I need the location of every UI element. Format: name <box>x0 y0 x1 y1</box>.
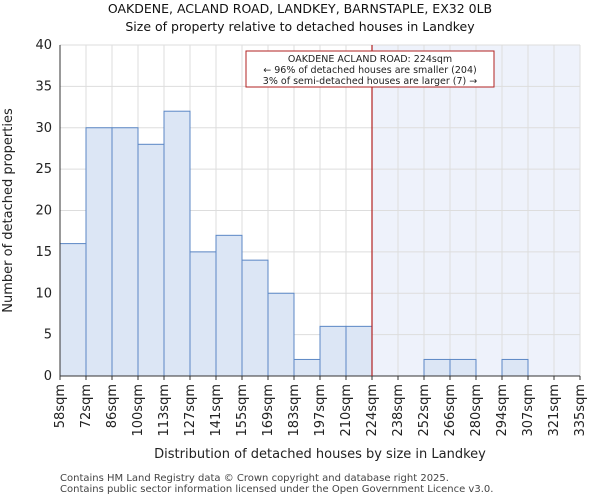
x-tick-label: 100sqm <box>131 384 146 437</box>
x-tick-label: 127sqm <box>183 384 198 437</box>
x-tick-label: 86sqm <box>105 384 120 428</box>
histogram-bar <box>163 110 191 377</box>
histogram-bar <box>241 259 269 377</box>
histogram-bar <box>189 251 217 377</box>
x-tick-label: 252sqm <box>417 384 432 437</box>
x-tick-label: 141sqm <box>209 384 224 437</box>
x-tick-label: 294sqm <box>495 384 510 437</box>
annotation-larger: 3% of semi-detached houses are larger (7… <box>263 76 477 87</box>
x-tick-label: 113sqm <box>157 384 172 437</box>
x-tick-label: 238sqm <box>391 384 406 437</box>
y-tick-label: 35 <box>35 79 52 94</box>
histogram-bar <box>85 127 113 377</box>
histogram-bar <box>423 358 451 377</box>
annotation-box <box>245 50 495 88</box>
y-tick-label: 30 <box>35 121 52 136</box>
footer-licence: Contains public sector information licen… <box>60 484 494 495</box>
histogram-bar <box>501 358 529 377</box>
x-tick-label: 58sqm <box>53 384 68 428</box>
footer-copyright: Contains HM Land Registry data © Crown c… <box>60 473 449 484</box>
histogram-bar <box>345 325 373 377</box>
x-tick-label: 335sqm <box>573 384 588 437</box>
histogram-bar <box>215 234 243 377</box>
x-tick-label: 169sqm <box>261 384 276 437</box>
x-tick-label: 72sqm <box>79 384 94 428</box>
y-tick-label: 15 <box>35 245 52 260</box>
x-tick-label: 197sqm <box>313 384 328 437</box>
y-tick-label: 5 <box>44 328 52 343</box>
x-tick-label: 307sqm <box>521 384 536 437</box>
chart-title-address: OAKDENE, ACLAND ROAD, LANDKEY, BARNSTAPL… <box>107 1 493 16</box>
x-tick-label: 266sqm <box>443 384 458 437</box>
x-tick-label: 183sqm <box>287 384 302 437</box>
y-tick-label: 0 <box>44 369 52 384</box>
x-tick-label: 210sqm <box>339 384 354 437</box>
y-tick-label: 20 <box>35 204 52 219</box>
x-tick-label: 224sqm <box>365 384 380 437</box>
histogram-bar <box>59 243 87 377</box>
histogram-bar <box>449 358 477 377</box>
histogram-bar <box>137 143 165 377</box>
histogram-bar <box>267 292 295 377</box>
x-tick-label: 321sqm <box>547 384 562 437</box>
annotation-title: OAKDENE ACLAND ROAD: 224sqm <box>288 54 452 65</box>
x-tick-label: 280sqm <box>469 384 484 437</box>
x-axis-title: Distribution of detached houses by size … <box>154 447 486 462</box>
histogram-bar <box>319 325 347 377</box>
histogram-bar <box>293 358 321 377</box>
y-axis-title: Number of detached properties <box>1 108 16 313</box>
y-tick-label: 25 <box>35 162 52 177</box>
x-tick-label: 155sqm <box>235 384 250 437</box>
chart-subtitle: Size of property relative to detached ho… <box>125 19 475 34</box>
y-tick-label: 40 <box>35 38 52 53</box>
annotation-smaller: ← 96% of detached houses are smaller (20… <box>263 65 476 76</box>
y-tick-label: 10 <box>35 286 52 301</box>
histogram-bar <box>111 127 139 377</box>
